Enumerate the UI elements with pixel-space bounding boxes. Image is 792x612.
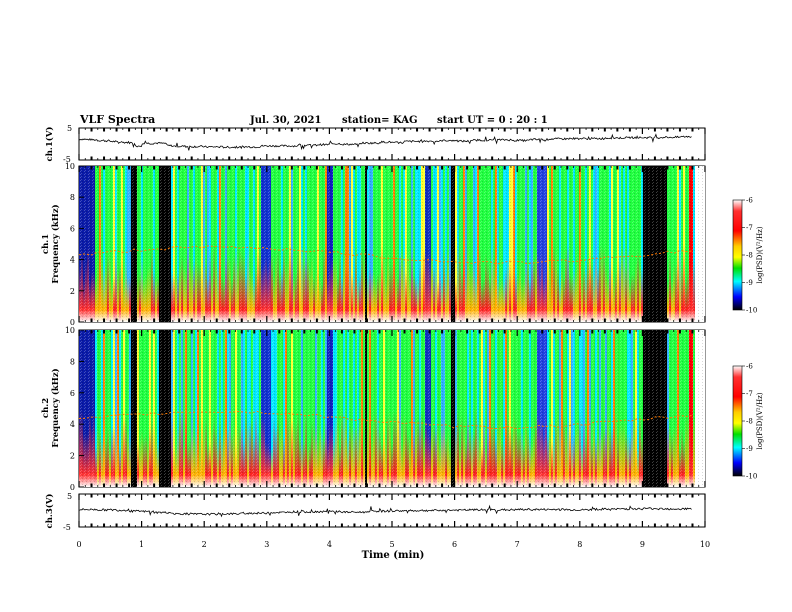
ch1-voltage-trace [78,133,692,151]
ch1-colorbar [732,199,743,311]
ch2-colorbar [732,365,743,477]
colorbar-tick-label: -6 [746,363,753,371]
ch1-emission-line [78,245,693,265]
ch1v-ytick-top: 5 [67,124,72,133]
frequency-tick-label: 6 [70,389,75,398]
frequency-tick-label: 4 [70,420,75,429]
ch2-channel-label: ch.2 [41,398,51,418]
ch1-colorbar-label: log(PSD)(V²/Hz) [756,226,764,283]
ch2-frequency-label: Frequency (kHz) [50,368,61,447]
colorbar-tick-label: -7 [746,224,753,232]
ch2-spectrogram-panel: 0 2 4 6 8 10 ch.2 Frequency (kHz) -6 -7 -8 -9 -10… [41,326,764,492]
ch3-voltage-panel: 5 -5 ch.3(V) [44,492,706,532]
ch1-frequency-label: Frequency (kHz) [50,204,61,283]
x-tick-label: 9 [640,540,645,549]
x-tick-label: 1 [139,540,144,549]
ch2-colorbar-ticks: -6 -7 -8 -9 -10 [742,363,757,481]
ch3v-ytick-bottom: -5 [63,523,71,532]
ch1-spectrogram-texture [79,166,705,322]
header-date: Jul. 30, 2021 [249,115,321,126]
frequency-tick-label: 4 [70,256,75,265]
ch1v-ylabel: ch.1(V) [44,127,55,162]
colorbar-tick-label: -10 [746,307,757,315]
x-tick-label: 2 [202,540,207,549]
x-tick-label: 10 [700,540,710,549]
header-start-time: start UT = 0 : 20 : 1 [437,115,548,126]
ch1-frequency-ticks: 0 2 4 6 8 10 [65,162,84,327]
frequency-tick-label: 8 [70,357,75,366]
colorbar-tick-label: -8 [746,252,753,260]
x-tick-label: 7 [515,540,520,549]
frequency-tick-label: 8 [70,193,75,202]
frequency-tick-label: 0 [70,483,75,492]
x-axis-label: Time (min) [362,550,425,561]
x-tick-label: 0 [76,540,81,549]
ch1-spectrogram-panel: 0 2 4 6 8 10 ch.1 Frequency (kHz) -6 -7 -8 -9 -10… [41,162,764,327]
x-tick-label: 4 [327,540,332,549]
frequency-tick-label: 10 [65,162,75,171]
colorbar-tick-label: -8 [746,418,753,426]
colorbar-tick-label: -9 [746,279,753,287]
colorbar-tick-label: -6 [746,197,753,205]
frequency-tick-label: 10 [65,326,75,335]
colorbar-tick-label: -10 [746,473,757,481]
header-station: station= KAG [342,115,418,126]
frequency-tick-label: 0 [70,318,75,327]
x-axis-tick-labels: 0 1 2 3 4 5 6 7 8 9 10 [76,540,710,549]
ch2-spectrogram-texture [79,330,705,487]
ch3v-ylabel: ch.3(V) [44,494,55,529]
x-tick-label: 3 [264,540,269,549]
x-tick-label: 8 [577,540,582,549]
x-tick-label: 6 [452,540,457,549]
time-tick-marks [78,128,706,527]
ch1-voltage-panel: 5 -5 ch.1(V) [44,124,706,164]
ch2-frequency-ticks: 0 2 4 6 8 10 [65,326,84,492]
ch1v-ytick-bottom: -5 [63,155,71,164]
frequency-tick-label: 6 [70,224,75,233]
ch2-emission-line [78,410,693,430]
x-tick-label: 5 [389,540,394,549]
frequency-tick-label: 2 [70,452,75,461]
ch3-voltage-trace [78,504,692,518]
ch2-colorbar-label: log(PSD)(V²/Hz) [756,392,764,449]
figure-title: VLF Spectra [79,113,155,126]
ch3v-ytick-top: 5 [67,492,72,501]
colorbar-tick-label: -9 [746,445,753,453]
ch1-colorbar-ticks: -6 -7 -8 -9 -10 [742,197,757,315]
frequency-tick-label: 2 [70,287,75,296]
colorbar-tick-label: -7 [746,390,753,398]
ch1-channel-label: ch.1 [41,234,51,254]
